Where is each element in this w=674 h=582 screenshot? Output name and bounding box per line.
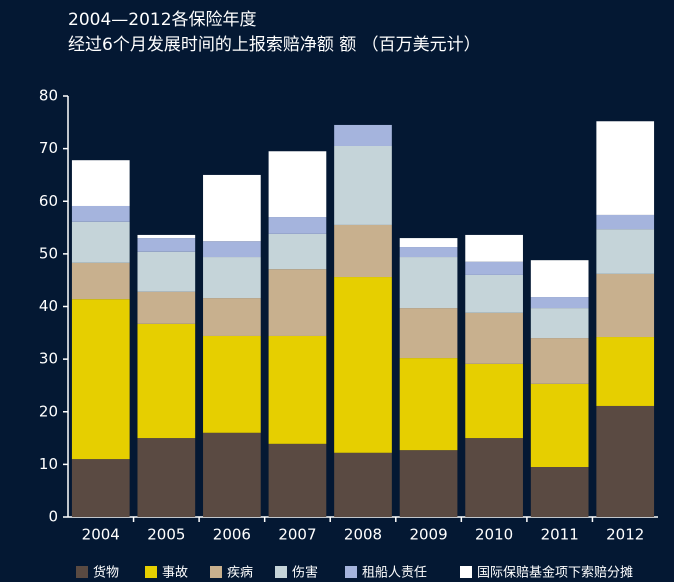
bar-segment <box>399 247 458 258</box>
x-tick-label: 2004 <box>82 526 120 544</box>
bar-segment <box>530 297 589 309</box>
bar-segment <box>203 298 261 336</box>
bar-segment <box>71 459 130 517</box>
bar-segment <box>465 363 523 439</box>
legend-label: 事故 <box>162 566 188 581</box>
bar-segment <box>596 229 655 274</box>
y-tick-label: 20 <box>39 402 58 420</box>
bar-segment <box>71 262 130 300</box>
bar-segment <box>137 234 196 239</box>
bar-segment <box>334 124 392 146</box>
bar-segment <box>465 261 523 275</box>
bar-segment <box>530 260 589 298</box>
bar-segment <box>596 214 655 230</box>
bar-segment <box>268 151 327 218</box>
y-tick-label: 0 <box>48 508 58 526</box>
bar-segment <box>334 145 392 225</box>
x-tick-label: 2011 <box>541 526 579 544</box>
bar-segment <box>596 405 655 517</box>
chart-title: 2004—2012各保险年度 <box>68 10 257 30</box>
bar-segment <box>530 338 589 384</box>
bar-segment <box>334 452 392 517</box>
y-tick-label: 80 <box>39 87 58 105</box>
bar-segment <box>334 277 392 453</box>
bar-segment <box>268 217 327 234</box>
bar-segment <box>137 291 196 324</box>
bar-segment <box>137 251 196 292</box>
y-tick-label: 40 <box>39 297 58 315</box>
bar-segment <box>530 467 589 517</box>
legend-label: 国际保赔基金项下索赔分摊 <box>477 565 633 581</box>
bar-segment <box>399 238 458 248</box>
bar-segment <box>334 224 392 278</box>
y-tick-label: 60 <box>39 192 58 210</box>
bar-segment <box>465 312 523 364</box>
legend-swatch <box>460 566 472 578</box>
bar-segment <box>71 160 130 206</box>
x-tick-label: 2009 <box>409 526 447 544</box>
bar-segment <box>137 438 196 517</box>
x-tick-label: 2006 <box>213 526 251 544</box>
x-tick-label: 2012 <box>606 526 644 544</box>
bar-segment <box>71 221 130 263</box>
x-tick-label: 2005 <box>147 526 185 544</box>
bar-segment <box>71 299 130 460</box>
bar-segment <box>530 308 589 339</box>
x-tick-label: 2008 <box>344 526 382 544</box>
bar-segment <box>203 241 261 258</box>
bar-segment <box>399 358 458 451</box>
bar-segment <box>596 121 655 215</box>
bar-segment <box>71 205 130 222</box>
chart-subtitle: 经过6个月发展时间的上报索赔净额 额 （百万美元计） <box>68 35 481 55</box>
x-tick-label: 2010 <box>475 526 513 544</box>
y-tick-label: 50 <box>39 244 58 262</box>
y-tick-label: 70 <box>39 139 58 157</box>
bar-segment <box>465 234 523 262</box>
bar-segment <box>268 335 327 444</box>
bar-segment <box>399 257 458 309</box>
y-tick-label: 10 <box>39 455 58 473</box>
bar-segment <box>596 337 655 406</box>
legend-label: 租船人责任 <box>362 566 427 581</box>
bar-segment <box>268 443 327 517</box>
y-tick-label: 30 <box>39 350 58 368</box>
legend-swatch <box>76 566 88 578</box>
bar-segment <box>399 308 458 359</box>
bar-segment <box>203 257 261 299</box>
legend-label: 伤害 <box>292 565 318 581</box>
bar-segment <box>465 438 523 517</box>
legend-swatch <box>345 566 357 578</box>
legend-swatch <box>275 566 287 578</box>
legend-swatch <box>145 566 157 578</box>
bar-segment <box>268 233 327 270</box>
bar-segment <box>530 383 589 468</box>
bar-segment <box>203 174 261 242</box>
bar-segment <box>203 335 261 433</box>
bar-segment <box>596 273 655 338</box>
bar-segment <box>137 238 196 252</box>
legend-label: 疾病 <box>227 566 253 581</box>
legend-label: 货物 <box>93 565 119 581</box>
bar-segment <box>137 323 196 439</box>
bar-segment <box>465 274 523 313</box>
legend-swatch <box>210 566 222 578</box>
x-tick-label: 2007 <box>278 526 316 544</box>
bar-segment <box>268 269 327 336</box>
bar-segment <box>399 450 458 517</box>
bar-segment <box>203 432 261 517</box>
